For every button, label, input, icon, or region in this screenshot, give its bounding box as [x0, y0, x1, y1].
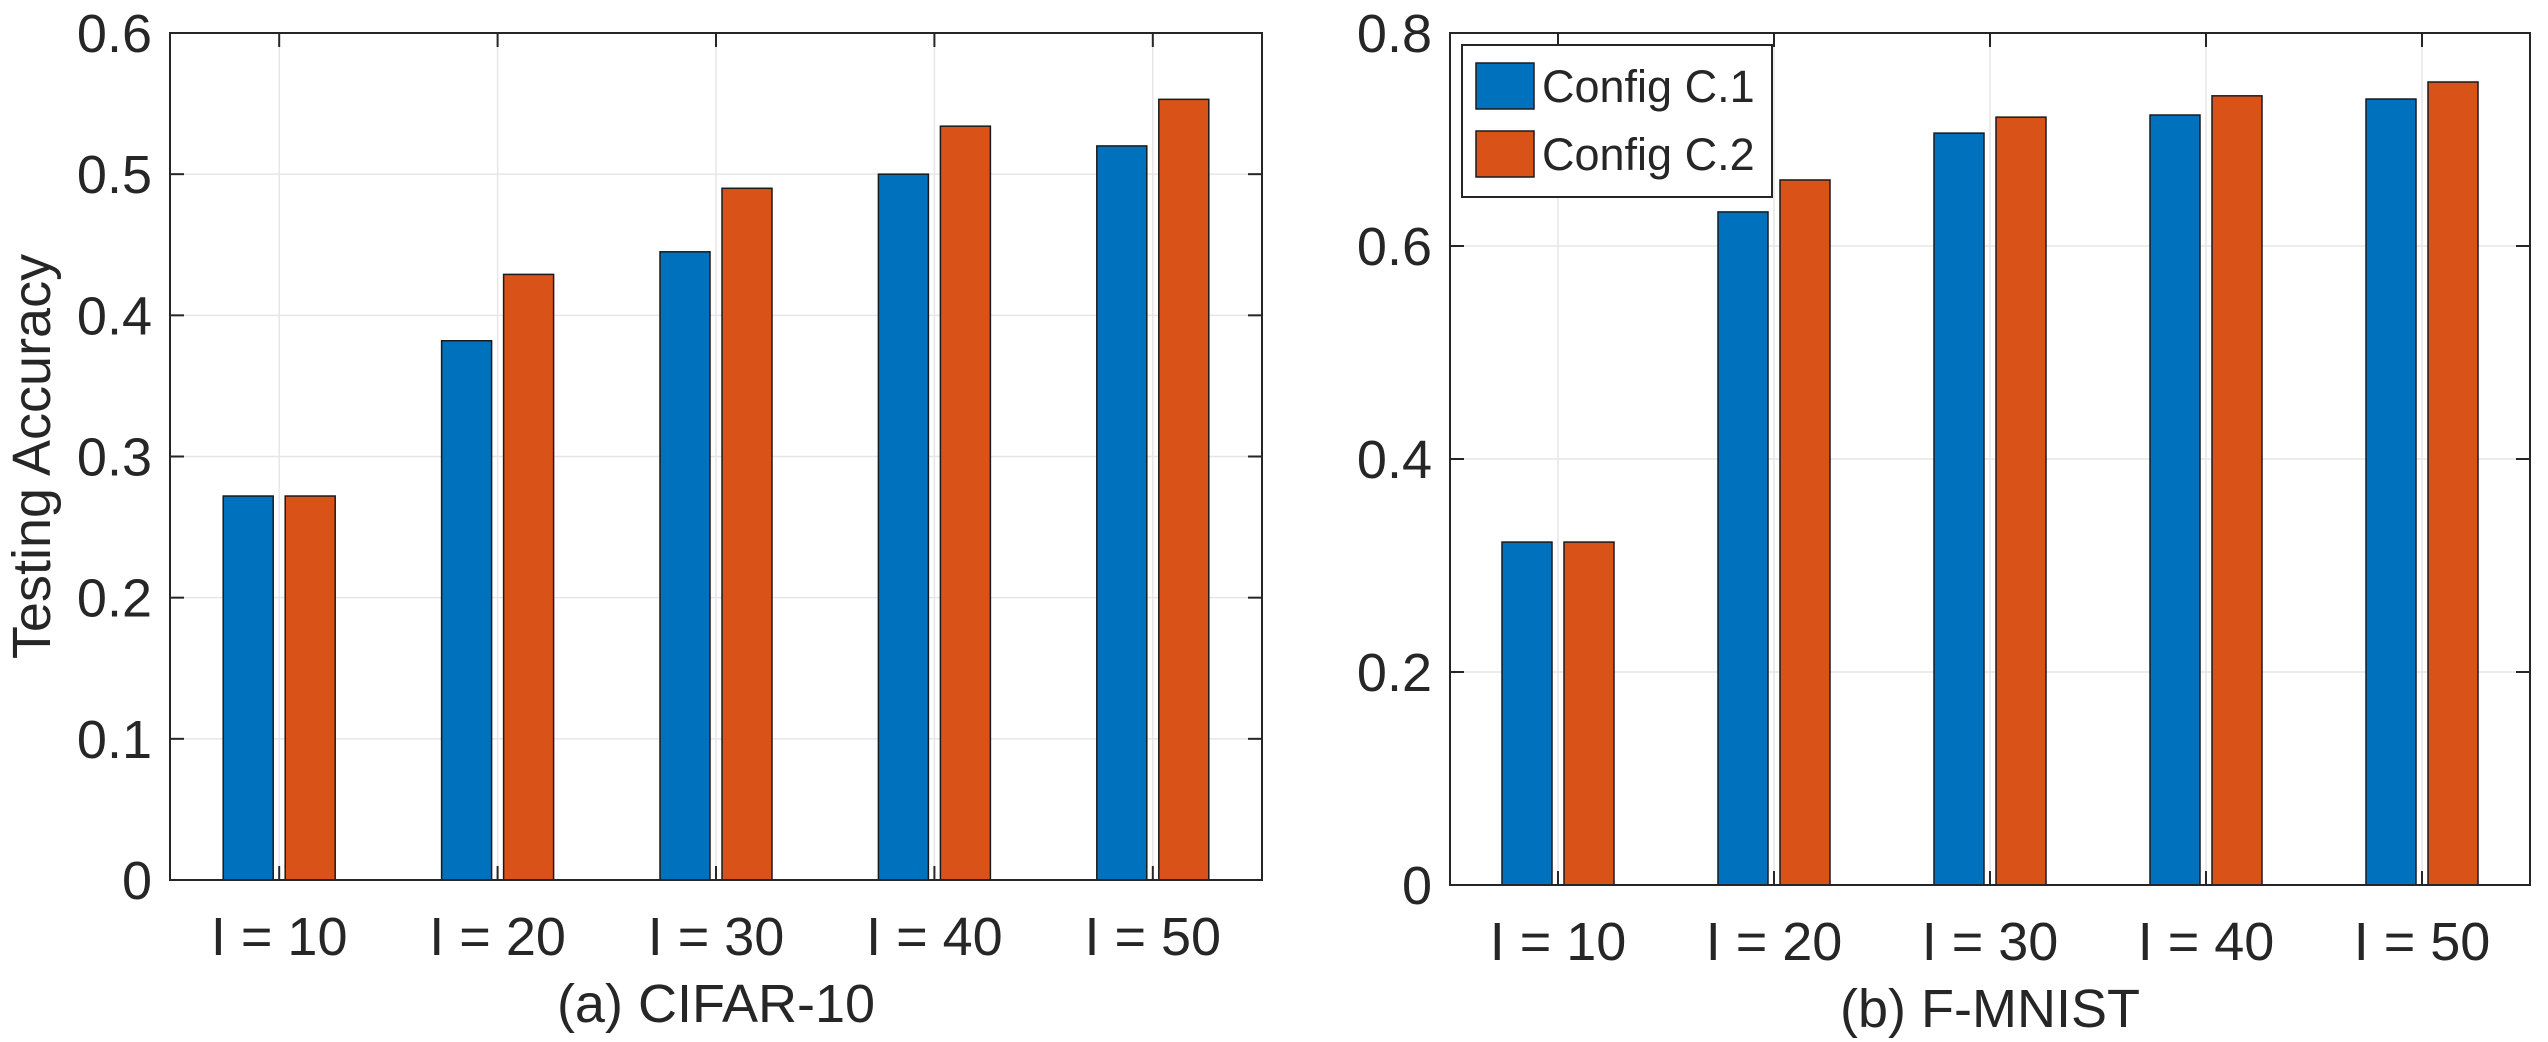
y-axis-label: Testing Accuracy	[2, 254, 62, 659]
bar-config-c2	[939, 125, 992, 881]
y-tick-label: 0.2	[77, 569, 152, 629]
bar-config-c2	[2427, 81, 2479, 886]
y-tick-label: 0.1	[77, 710, 152, 770]
chart-caption: (b) F-MNIST	[1840, 979, 2140, 1039]
y-tick-label: 0.3	[77, 428, 152, 488]
y-tick-label: 0.8	[1357, 4, 1432, 64]
x-tick-label: I = 30	[648, 907, 785, 967]
bar-config-c1	[2365, 98, 2417, 886]
x-tick-label: I = 40	[2138, 912, 2275, 972]
y-tick-label: 0.4	[1357, 430, 1432, 490]
bar-config-c2	[1158, 98, 1210, 881]
x-tick-label: I = 10	[211, 907, 348, 967]
bar-config-c1	[440, 339, 493, 881]
legend-swatch	[1475, 62, 1535, 110]
x-tick-label: I = 10	[1490, 912, 1627, 972]
bar-config-c2	[721, 187, 773, 881]
legend-label: Config C.1	[1542, 61, 1755, 112]
bar-config-c2	[2211, 95, 2263, 886]
x-tick-label: I = 20	[429, 907, 566, 967]
bar-config-c2	[502, 273, 555, 881]
y-tick-label: 0.4	[77, 286, 152, 346]
legend-swatch	[1475, 130, 1535, 178]
chart-fmnist: 0 0.2 0.4 0.6 0.8 I = 10 I = 20 I = 30 I = 40 I =…	[1357, 4, 2531, 1039]
y-tick-label: 0	[122, 851, 152, 911]
bar-config-c2	[1563, 541, 1615, 886]
bar-config-c1	[877, 173, 930, 881]
x-tick-label: I = 50	[2354, 912, 2491, 972]
x-tick-label: I = 20	[1706, 912, 1843, 972]
y-tick-label: 0.5	[77, 145, 152, 205]
chart-cifar10: 0 0.1 0.2 0.3 0.4 0.5 0.6 I = 10 I = 20 I = 30 I =…	[2, 4, 1263, 1034]
y-tick-label: 0	[1402, 856, 1432, 916]
bar-config-c2	[1779, 179, 1831, 886]
bar-config-c1	[1096, 145, 1148, 881]
chart-caption: (a) CIFAR-10	[557, 974, 875, 1034]
x-tick-label: I = 30	[1922, 912, 2059, 972]
legend-label: Config C.2	[1542, 129, 1755, 180]
bar-config-c1	[1501, 541, 1553, 886]
x-tick-label: I = 50	[1084, 907, 1221, 967]
bar-config-c1	[659, 251, 711, 881]
y-tick-label: 0.6	[77, 4, 152, 64]
bar-config-c2	[1995, 116, 2047, 886]
y-tick-label: 0.2	[1357, 643, 1432, 703]
bar-config-c1	[1933, 132, 1985, 886]
bar-config-c1	[2149, 114, 2201, 886]
bar-config-c2	[284, 495, 336, 881]
bar-config-c1	[222, 495, 274, 881]
y-tick-label: 0.6	[1357, 217, 1432, 277]
x-tick-label: I = 40	[866, 907, 1003, 967]
bar-config-c1	[1717, 211, 1769, 886]
